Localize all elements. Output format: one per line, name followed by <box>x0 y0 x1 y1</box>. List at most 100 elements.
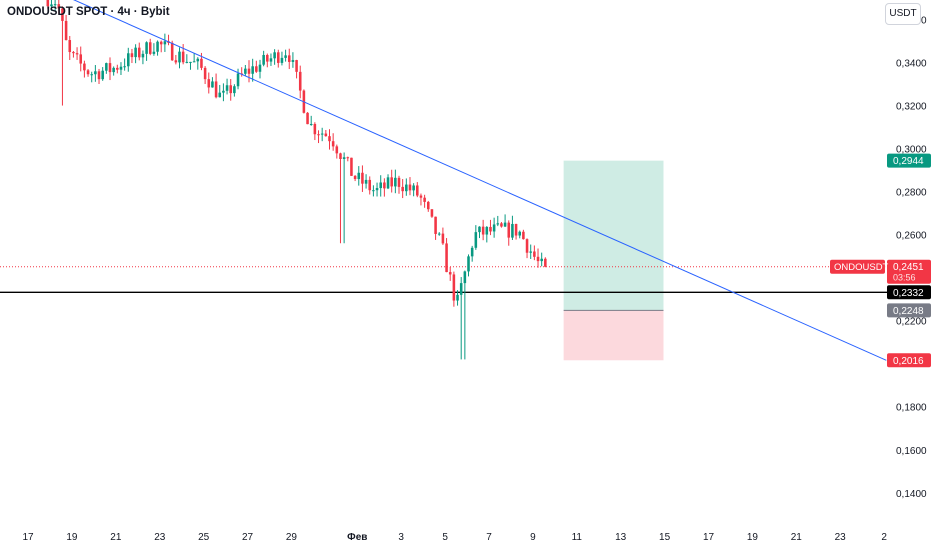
candle-body[interactable] <box>105 63 108 71</box>
candle-body[interactable] <box>163 41 167 45</box>
candle-body[interactable] <box>258 64 262 72</box>
candle-body[interactable] <box>101 70 104 80</box>
candle-body[interactable] <box>145 42 148 54</box>
candle-body[interactable] <box>255 66 258 72</box>
candle-body[interactable] <box>280 57 284 63</box>
candle-body[interactable] <box>485 226 489 235</box>
candle-body[interactable] <box>335 146 339 154</box>
candle-body[interactable] <box>507 222 511 238</box>
candle-body[interactable] <box>64 20 68 41</box>
candle-body[interactable] <box>448 272 452 275</box>
candle-body[interactable] <box>247 68 251 74</box>
candle-body[interactable] <box>57 4 61 9</box>
candle-body[interactable] <box>459 283 463 295</box>
candle-body[interactable] <box>233 86 236 94</box>
candle-body[interactable] <box>412 185 415 191</box>
candle-body[interactable] <box>90 74 93 76</box>
candle-body[interactable] <box>46 0 50 7</box>
candle-body[interactable] <box>108 63 112 73</box>
candle-body[interactable] <box>141 53 145 58</box>
candle-body[interactable] <box>112 67 115 73</box>
candle-body[interactable] <box>401 186 404 192</box>
candle-body[interactable] <box>525 239 529 253</box>
candle-body[interactable] <box>394 177 397 187</box>
candle-body[interactable] <box>79 54 83 64</box>
trendline[interactable] <box>70 0 887 361</box>
candle-body[interactable] <box>430 209 434 217</box>
candle-body[interactable] <box>317 134 320 136</box>
candle-body[interactable] <box>529 251 532 253</box>
candle-body[interactable] <box>481 226 485 235</box>
candle-body[interactable] <box>218 92 222 98</box>
candle-body[interactable] <box>434 216 437 234</box>
candle-body[interactable] <box>181 51 185 63</box>
candle-body[interactable] <box>53 4 57 6</box>
candle-body[interactable] <box>214 81 218 98</box>
candle-body[interactable] <box>159 41 163 45</box>
loss-zone[interactable] <box>563 310 664 361</box>
candle-body[interactable] <box>533 251 536 257</box>
candle-body[interactable] <box>276 52 280 63</box>
candle-body[interactable] <box>467 256 470 272</box>
candle-body[interactable] <box>397 177 401 187</box>
candle-body[interactable] <box>383 182 386 189</box>
candle-body[interactable] <box>119 66 123 70</box>
candle-body[interactable] <box>503 222 507 227</box>
candle-body[interactable] <box>207 79 211 88</box>
candle-body[interactable] <box>492 224 496 232</box>
candle-body[interactable] <box>423 197 426 202</box>
current-price-badge[interactable] <box>887 259 931 284</box>
candle-body[interactable] <box>452 274 456 301</box>
candle-body[interactable] <box>287 55 291 62</box>
candle-body[interactable] <box>405 184 408 192</box>
candle-body[interactable] <box>222 90 225 93</box>
candle-body[interactable] <box>185 61 189 63</box>
candle-body[interactable] <box>500 223 503 227</box>
candle-body[interactable] <box>211 81 214 88</box>
candle-body[interactable] <box>203 67 207 80</box>
candle-body[interactable] <box>309 123 313 125</box>
horizontal-line-badge[interactable] <box>887 285 931 300</box>
candle-body[interactable] <box>130 53 134 58</box>
candle-body[interactable] <box>390 177 393 187</box>
candle-body[interactable] <box>156 41 159 52</box>
candle-body[interactable] <box>511 223 514 238</box>
candle-body[interactable] <box>324 133 328 137</box>
candle-body[interactable] <box>463 271 467 284</box>
candle-body[interactable] <box>361 172 364 184</box>
candle-body[interactable] <box>331 141 335 147</box>
candle-body[interactable] <box>94 71 97 75</box>
candle-body[interactable] <box>251 66 254 74</box>
entry-badge[interactable] <box>887 303 931 318</box>
candle-body[interactable] <box>298 71 302 91</box>
candle-body[interactable] <box>134 47 137 58</box>
candle-body[interactable] <box>514 223 518 236</box>
candle-body[interactable] <box>357 172 361 180</box>
candle-body[interactable] <box>273 52 276 59</box>
candle-body[interactable] <box>518 231 522 236</box>
candle-body[interactable] <box>266 54 269 62</box>
candle-body[interactable] <box>200 58 203 68</box>
stop-loss-badge[interactable] <box>887 353 931 368</box>
candle-body[interactable] <box>178 51 181 63</box>
candle-body[interactable] <box>137 47 141 58</box>
candle-body[interactable] <box>470 247 474 257</box>
candle-body[interactable] <box>346 157 350 159</box>
candle-body[interactable] <box>192 61 196 63</box>
candle-body[interactable] <box>320 133 324 135</box>
candle-body[interactable] <box>97 71 101 80</box>
candle-body[interactable] <box>489 226 492 232</box>
candle-body[interactable] <box>72 52 75 54</box>
candle-body[interactable] <box>496 223 500 225</box>
candle-body[interactable] <box>386 177 390 189</box>
candle-body[interactable] <box>269 58 273 62</box>
candle-body[interactable] <box>75 53 79 55</box>
candle-body[interactable] <box>148 42 152 54</box>
candle-body[interactable] <box>456 294 459 301</box>
candle-body[interactable] <box>229 85 233 94</box>
candle-body[interactable] <box>339 153 342 159</box>
candle-body[interactable] <box>152 51 156 54</box>
candle-body[interactable] <box>196 58 200 62</box>
candle-body[interactable] <box>123 66 126 68</box>
